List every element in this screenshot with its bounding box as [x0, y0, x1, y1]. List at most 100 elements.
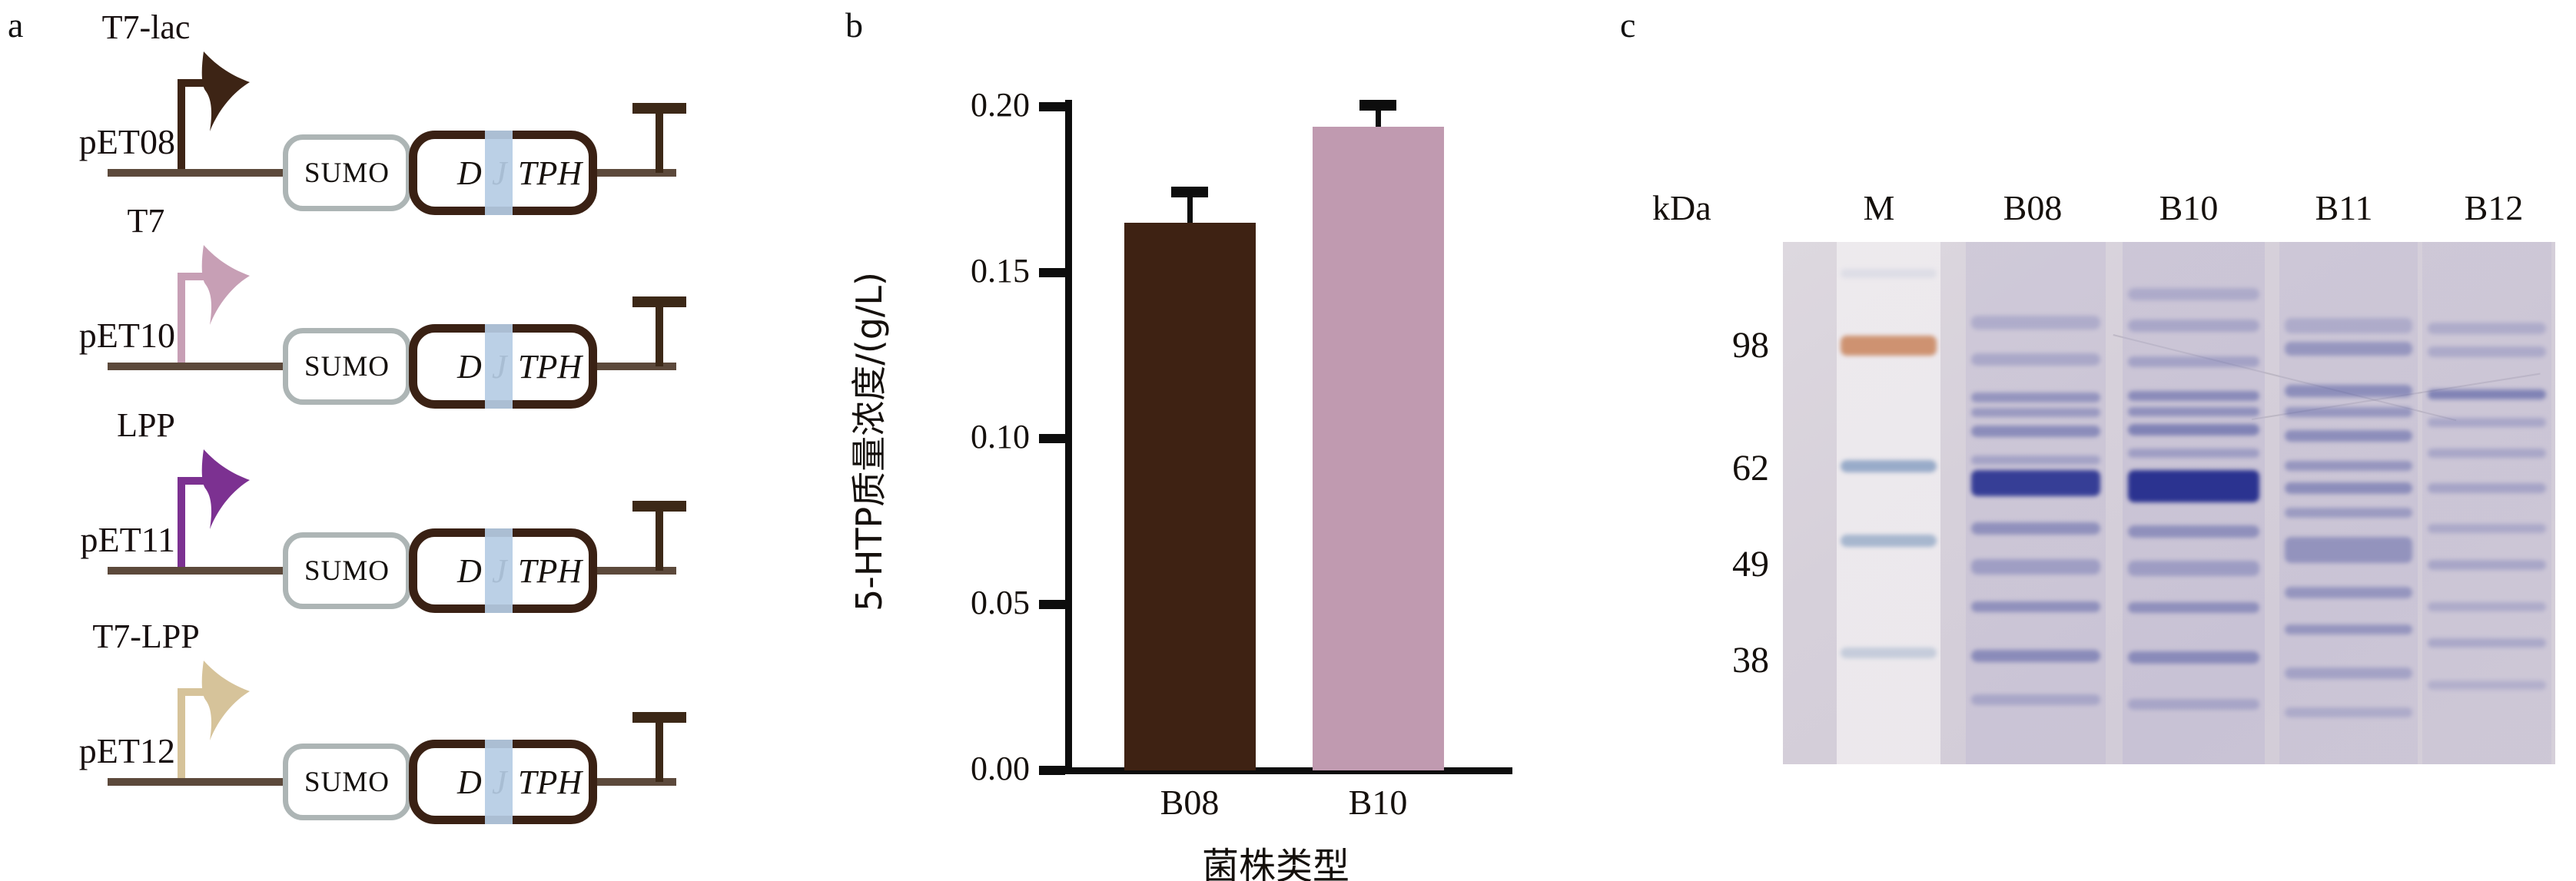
- gene-box: D J TPH: [409, 528, 597, 613]
- plasmid-name: pET08: [78, 122, 175, 161]
- gel-band: [2427, 483, 2547, 494]
- gel-band: [2128, 449, 2259, 459]
- lane-label-m: M: [1863, 188, 1895, 227]
- error-bar-cap: [1359, 100, 1396, 111]
- y-tick-label: 0.15: [971, 252, 1030, 290]
- lane-label-b11: B11: [2315, 188, 2373, 227]
- panel-c-label: c: [1620, 5, 1636, 45]
- promoter-label: LPP: [117, 406, 175, 444]
- gene-suffix: TPH: [518, 551, 583, 590]
- terminator-cap: [632, 501, 686, 512]
- gel-band: [2427, 559, 2547, 570]
- gel-band: [2427, 346, 2547, 357]
- y-tick-label: 0.05: [971, 584, 1030, 621]
- y-tick-label: 0.00: [971, 750, 1030, 787]
- construct-row: T7-LPP pET12 SUMO D J TPH: [0, 617, 830, 824]
- bar-b08: [1124, 223, 1256, 770]
- gel-band: [2128, 319, 2259, 332]
- bar-b10: [1312, 126, 1444, 770]
- gene-suffix: TPH: [518, 347, 583, 386]
- lane-label-b08: B08: [2003, 188, 2063, 227]
- gel-band: [1841, 460, 1937, 473]
- gel-band: [1971, 650, 2100, 663]
- gene-insert-marker: [485, 324, 513, 409]
- gel-band: [2128, 651, 2259, 664]
- gel-band: [2427, 601, 2547, 611]
- gel-band: [2285, 384, 2412, 397]
- gel-unit-label: kDa: [1652, 188, 1711, 227]
- y-axis-line: [1065, 100, 1072, 774]
- y-tick-mark: [1039, 766, 1065, 775]
- gene-box: D J TPH: [409, 324, 597, 409]
- gel-band: [2427, 449, 2547, 459]
- y-tick-mark: [1039, 434, 1065, 443]
- gene-insert-marker: [485, 528, 513, 613]
- y-tick-mark: [1039, 600, 1065, 609]
- marker-label-98: 98: [1732, 324, 1769, 366]
- gel-band: [1971, 353, 2100, 366]
- gel-band: [2427, 680, 2547, 690]
- y-axis-title: 5-HTP质量浓度/(g/L): [848, 271, 890, 612]
- sumo-tag-box: SUMO: [283, 328, 411, 405]
- panel-b-label: b: [845, 5, 863, 45]
- gene-box: D J TPH: [409, 740, 597, 824]
- construct-row: T7-lac pET08 SUMO D J TPH: [0, 8, 830, 215]
- gel-band: [2285, 537, 2412, 564]
- gel-band: [2427, 389, 2547, 400]
- terminator-cap: [632, 103, 686, 114]
- sumo-tag-box: SUMO: [283, 532, 411, 609]
- terminator-stem: [656, 719, 663, 782]
- promoter-arrow-icon: [178, 51, 250, 173]
- error-bar-stem: [1187, 196, 1193, 224]
- y-tick-label: 0.10: [971, 418, 1030, 455]
- lane-label-b10: B10: [2159, 188, 2219, 227]
- y-tick-label: 0.20: [971, 86, 1030, 124]
- gel-band: [2427, 638, 2547, 648]
- promoter-arrow-icon: [178, 661, 250, 782]
- gel-band: [1841, 336, 1937, 356]
- gel-lane-b10: [2123, 242, 2265, 764]
- gel-lane-b11: [2279, 242, 2418, 764]
- gel-band: [2285, 587, 2412, 599]
- construct-row: T7 pET10 SUMO D J TPH: [0, 201, 830, 409]
- gel-band: [1971, 522, 2100, 535]
- marker-label-38: 38: [1732, 639, 1769, 681]
- promoter-label: T7-lac: [101, 8, 191, 46]
- marker-label-49: 49: [1732, 543, 1769, 585]
- gene-box: D J TPH: [409, 131, 597, 215]
- gene-prefix: D: [457, 347, 482, 386]
- gel-band: [2427, 322, 2547, 334]
- gel-band: [1971, 455, 2100, 465]
- gel-lane-m: [1837, 242, 1940, 764]
- terminator-stem: [656, 508, 663, 571]
- gel-band: [2285, 342, 2412, 356]
- x-axis-title: 菌株类型: [1201, 845, 1349, 881]
- error-bar-cap: [1171, 186, 1208, 197]
- x-axis-line: [1065, 767, 1512, 774]
- marker-label-62: 62: [1732, 448, 1769, 489]
- gene-prefix: D: [457, 551, 482, 590]
- gel-band: [2285, 482, 2412, 495]
- gel-band: [1971, 392, 2100, 403]
- gel-band: [1971, 470, 2100, 497]
- plasmid-name: pET12: [78, 731, 175, 770]
- panel-a-label: a: [8, 5, 24, 45]
- construct-row: LPP pET11 SUMO D J TPH: [0, 406, 830, 613]
- gel-band: [2285, 507, 2412, 518]
- gene-prefix: D: [457, 763, 482, 801]
- terminator-stem: [656, 110, 663, 173]
- gel-band: [2285, 707, 2412, 717]
- terminator-cap: [632, 296, 686, 307]
- gel-band: [1971, 558, 2100, 575]
- y-tick-mark: [1039, 102, 1065, 111]
- gel-band: [2128, 602, 2259, 613]
- promoter-label: T7: [127, 202, 165, 240]
- gel-band: [2128, 356, 2259, 368]
- gel-lane-b12: [2422, 242, 2551, 764]
- gel-band: [2427, 417, 2547, 427]
- gel-band: [1841, 648, 1937, 659]
- category-label-b10: B10: [1348, 783, 1408, 822]
- gel-band: [2128, 561, 2259, 576]
- sumo-tag-box: SUMO: [283, 134, 411, 211]
